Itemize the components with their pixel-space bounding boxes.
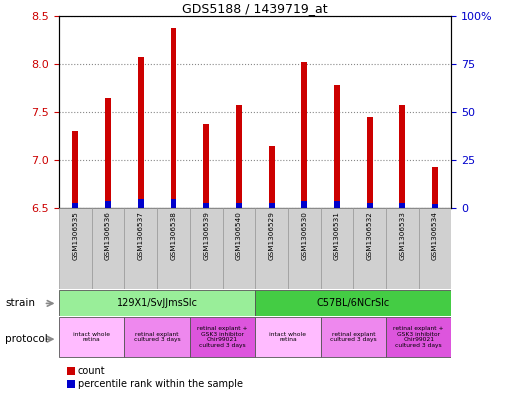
Bar	[138, 57, 144, 208]
Bar	[301, 200, 307, 208]
Text: GSM1306536: GSM1306536	[105, 211, 111, 260]
Text: GSM1306537: GSM1306537	[138, 211, 144, 260]
Bar	[67, 380, 75, 388]
Text: GSM1306540: GSM1306540	[236, 211, 242, 260]
Bar	[59, 208, 92, 289]
Bar	[367, 202, 372, 208]
Text: GSM1306533: GSM1306533	[400, 211, 405, 260]
Text: GSM1306538: GSM1306538	[170, 211, 176, 260]
Text: percentile rank within the sample: percentile rank within the sample	[78, 379, 243, 389]
Bar	[255, 317, 321, 357]
Bar	[432, 167, 438, 208]
Bar	[334, 200, 340, 208]
Bar	[301, 62, 307, 208]
Bar	[72, 202, 78, 208]
Bar	[190, 208, 223, 289]
Bar	[223, 208, 255, 289]
Bar	[203, 202, 209, 208]
Bar	[138, 199, 144, 208]
Text: protocol: protocol	[5, 334, 48, 344]
Bar	[67, 367, 75, 375]
Bar	[321, 208, 353, 289]
Text: GSM1306529: GSM1306529	[269, 211, 274, 260]
Bar	[386, 317, 451, 357]
Bar	[105, 200, 111, 208]
Bar	[269, 146, 274, 208]
Text: C57BL/6NCrSlc: C57BL/6NCrSlc	[317, 298, 390, 308]
Bar	[419, 208, 451, 289]
Bar	[72, 131, 78, 208]
Text: retinal explant +
GSK3 inhibitor
Chir99021
cultured 3 days: retinal explant + GSK3 inhibitor Chir990…	[197, 326, 248, 348]
Text: GSM1306531: GSM1306531	[334, 211, 340, 260]
Bar	[334, 85, 340, 208]
Bar	[157, 208, 190, 289]
Bar	[321, 317, 386, 357]
Bar	[400, 105, 405, 208]
Text: retinal explant
cultured 3 days: retinal explant cultured 3 days	[134, 332, 181, 342]
Bar	[400, 202, 405, 208]
Text: intact whole
retina: intact whole retina	[73, 332, 110, 342]
Bar	[236, 202, 242, 208]
Text: GSM1306534: GSM1306534	[432, 211, 438, 260]
Text: count: count	[78, 366, 106, 376]
Bar	[288, 208, 321, 289]
Title: GDS5188 / 1439719_at: GDS5188 / 1439719_at	[183, 2, 328, 15]
Text: GSM1306530: GSM1306530	[301, 211, 307, 260]
Text: retinal explant +
GSK3 inhibitor
Chir99021
cultured 3 days: retinal explant + GSK3 inhibitor Chir990…	[393, 326, 444, 348]
Bar	[255, 208, 288, 289]
Bar	[236, 105, 242, 208]
Bar	[190, 317, 255, 357]
Bar	[124, 208, 157, 289]
Bar	[105, 97, 111, 208]
Bar	[386, 208, 419, 289]
Text: retinal explant
cultured 3 days: retinal explant cultured 3 days	[330, 332, 377, 342]
Bar	[170, 28, 176, 208]
Bar	[92, 208, 125, 289]
Bar	[353, 208, 386, 289]
Text: GSM1306539: GSM1306539	[203, 211, 209, 260]
Text: intact whole
retina: intact whole retina	[269, 332, 306, 342]
Bar	[367, 117, 372, 208]
Text: 129X1/SvJJmsSlc: 129X1/SvJJmsSlc	[116, 298, 198, 308]
Bar	[203, 123, 209, 208]
Text: strain: strain	[5, 298, 35, 309]
Bar	[269, 202, 274, 208]
Bar	[59, 317, 124, 357]
Bar	[124, 317, 190, 357]
Bar	[59, 290, 255, 316]
Text: GSM1306532: GSM1306532	[367, 211, 372, 260]
Bar	[170, 199, 176, 208]
Bar	[432, 204, 438, 208]
Bar	[255, 290, 451, 316]
Text: GSM1306535: GSM1306535	[72, 211, 78, 260]
